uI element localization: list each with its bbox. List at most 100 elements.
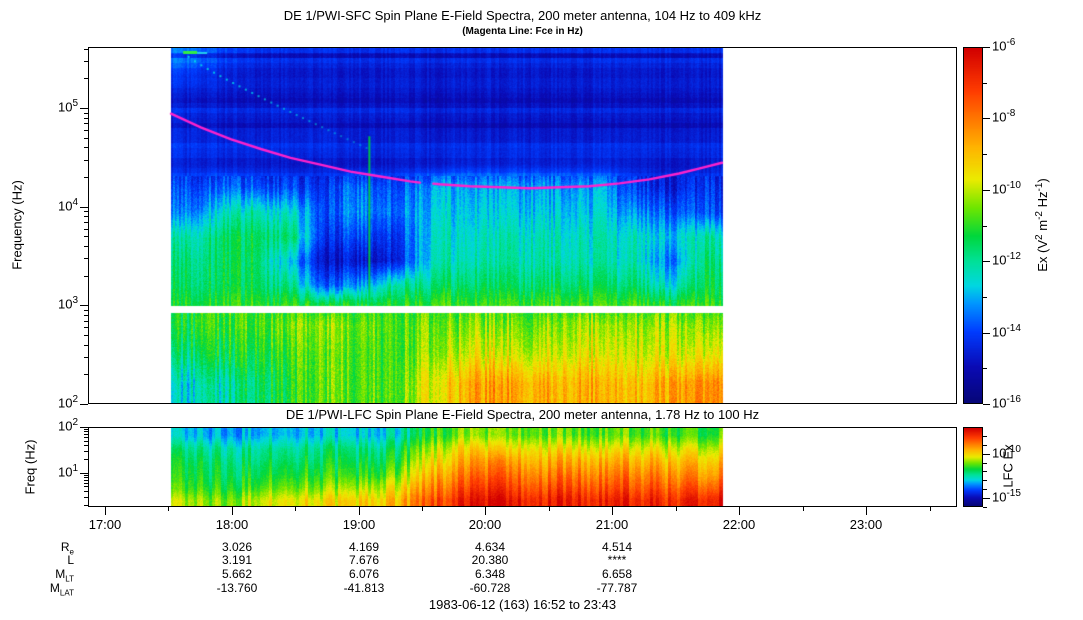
sfc-y-minor-tick [84,216,88,217]
lfc-title: DE 1/PWI-LFC Spin Plane E-Field Spectra,… [285,407,760,422]
sfc-y-tick-label: 102 [57,394,78,411]
sfc-y-minor-tick [84,160,88,161]
lfc-y-minor-tick [84,475,88,476]
lfc-y-minor-tick [84,477,88,478]
sfc-y-tick-label: 104 [57,197,78,214]
ephemeris-row-label: Re [60,540,74,557]
lfc-y-minor-tick [84,437,88,438]
sfc-cbar-tick-label: 10-14 [992,323,1021,340]
sfc-cbar-tick [983,83,987,84]
ephemeris-value: 4.514 [601,540,633,554]
sfc-colorbar [963,47,983,404]
time-axis-tick [803,507,804,511]
sfc-cbar-tick [983,190,990,191]
ephemeris-value: 7.676 [348,553,380,567]
sfc-y-major-tick [80,404,88,405]
lfc-y-minor-tick [84,480,88,481]
sfc-y-minor-tick [84,276,88,277]
lfc-cbar-tick [983,498,990,499]
sfc-cbar-tick [983,154,987,155]
sfc-cbar-tick-label: 10-6 [992,37,1016,54]
sfc-subtitle: (Magenta Line: Fce in Hz) [462,26,583,37]
date-range-text: 1983-06-12 (163) 16:52 to 23:43 [428,597,617,612]
ephemeris-value: 3.191 [221,553,253,567]
lfc-y-minor-tick [84,486,88,487]
sfc-y-minor-tick [84,357,88,358]
time-axis-tick [549,507,550,511]
ephemeris-value: -77.787 [596,581,638,595]
lfc-y-minor-tick [84,483,88,484]
sfc-y-minor-tick [84,315,88,316]
time-tick-label: 18:00 [215,517,249,532]
time-tick-label: 21:00 [595,517,629,532]
time-axis-tick [866,507,867,515]
lfc-cbar-tick-label: 10-15 [992,488,1021,505]
lfc-colorbar-canvas [964,428,982,506]
sfc-y-minor-tick [84,118,88,119]
time-axis-tick [105,507,106,515]
time-tick-label: 19:00 [342,517,376,532]
sfc-y-minor-tick [84,222,88,223]
time-axis-tick [930,507,931,511]
sfc-spectrogram-panel [88,47,957,404]
ephemeris-value: -13.760 [216,581,258,595]
sfc-y-tick-label: 105 [57,98,78,115]
sfc-y-minor-tick [84,335,88,336]
sfc-y-major-tick [80,108,88,109]
ephemeris-row-label: MLT [55,567,74,584]
time-axis-tick [739,507,740,515]
lfc-cbar-tick [983,480,987,481]
time-axis-tick [612,507,613,515]
sfc-y-minor-tick [84,61,88,62]
lfc-y-minor-tick [84,441,88,442]
sfc-y-minor-tick [84,246,88,247]
sfc-cbar-tick [983,404,990,405]
sfc-y-minor-tick [84,147,88,148]
ephemeris-row-label: L [67,553,74,567]
sfc-spectrogram-canvas [89,48,956,403]
sfc-y-minor-tick [84,138,88,139]
sfc-y-minor-tick [84,327,88,328]
lfc-y-minor-tick [84,445,88,446]
sfc-y-minor-tick [84,236,88,237]
time-tick-label: 22:00 [722,517,756,532]
sfc-y-minor-tick [84,49,88,50]
time-axis-tick [359,507,360,515]
sfc-y-minor-tick [84,113,88,114]
time-tick-label: 17:00 [88,517,122,532]
time-axis-tick [168,507,169,511]
sfc-y-minor-tick [84,211,88,212]
lfc-y-minor-tick [84,434,88,435]
lfc-y-minor-tick [84,431,88,432]
sfc-title: DE 1/PWI-SFC Spin Plane E-Field Spectra,… [283,8,762,23]
lfc-y-tick-label: 101 [57,463,78,480]
sfc-y-minor-tick [84,345,88,346]
ephemeris-value: 6.076 [348,567,380,581]
lfc-y-minor-tick [84,497,88,498]
sfc-cbar-tick [983,261,990,262]
lfc-y-axis-label: Freq (Hz) [22,439,38,495]
sfc-y-minor-tick [84,321,88,322]
lfc-y-minor-tick [84,459,88,460]
sfc-cbar-tick-label: 10-12 [992,251,1021,268]
sfc-y-major-tick [80,305,88,306]
ephemeris-value: 6.348 [474,567,506,581]
ephemeris-value: 4.634 [474,540,506,554]
sfc-y-minor-tick [84,229,88,230]
ephemeris-value: 6.658 [601,567,633,581]
sfc-y-tick-label: 103 [57,295,78,312]
sfc-cbar-tick-label: 10-10 [992,180,1021,197]
sfc-y-minor-tick [84,374,88,375]
sfc-cbar-tick [983,333,990,334]
time-tick-label: 23:00 [849,517,883,532]
lfc-cbar-tick [983,507,987,508]
ephemeris-value: 5.662 [221,567,253,581]
time-axis-tick [422,507,423,511]
time-axis-tick [676,507,677,511]
lfc-y-minor-tick [84,491,88,492]
sfc-cbar-tick-label: 10-8 [992,108,1016,125]
lfc-spectrogram-panel [88,427,957,507]
ephemeris-value: 20.380 [471,553,509,567]
ephemeris-value: -60.728 [469,581,511,595]
